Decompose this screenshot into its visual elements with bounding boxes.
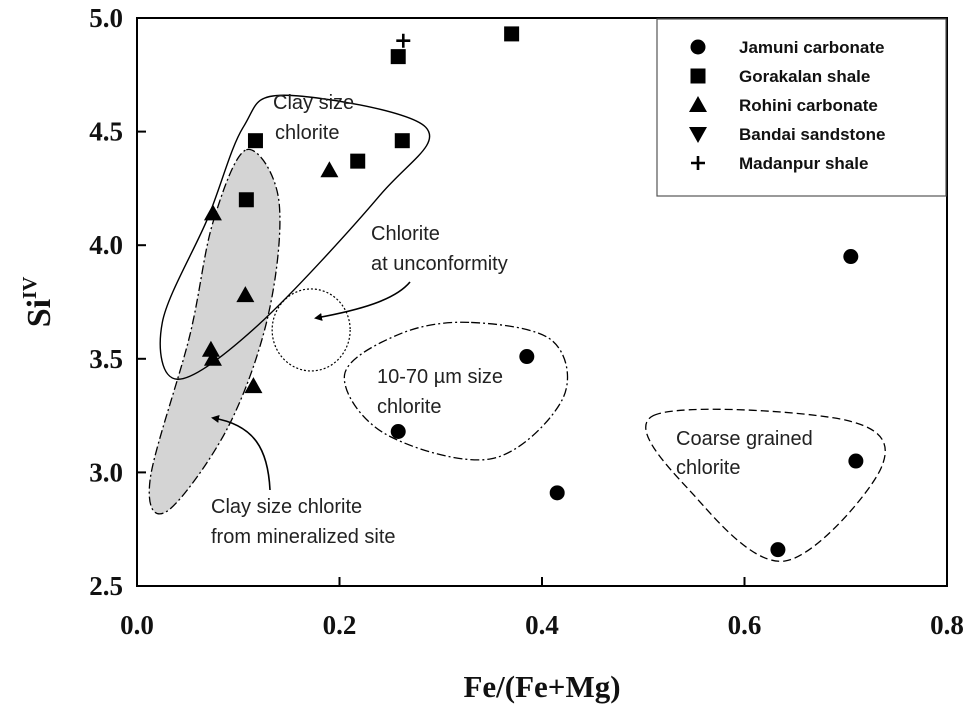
- point-jamuni-carbonate: [843, 249, 859, 265]
- y-tick-label: 5.0: [89, 3, 123, 33]
- y-axis-title: SiIV: [19, 276, 58, 327]
- annotation-unconformity-2: at unconformity: [371, 253, 508, 275]
- point-jamuni-carbonate: [390, 424, 406, 440]
- x-tick-label: 0.0: [120, 610, 154, 640]
- annotation-coarse-2: chlorite: [676, 457, 740, 479]
- annotation-mineralized-1: Clay size chlorite: [211, 496, 362, 518]
- y-tick-label: 3.0: [89, 457, 123, 487]
- region-outlines: [148, 94, 886, 562]
- point-jamuni-carbonate: [848, 453, 864, 469]
- data-points: [201, 26, 864, 558]
- point-gorakalan-shale: [390, 49, 406, 65]
- size-10-70-region: [343, 321, 569, 461]
- legend-marker-jamuni-carbonate: [690, 39, 706, 55]
- y-axis-title-base: Si: [21, 299, 58, 327]
- annotation-10-70-1: 10-70 µm size: [377, 366, 503, 388]
- point-gorakalan-shale: [504, 26, 520, 42]
- point-jamuni-carbonate: [770, 542, 786, 558]
- legend-label-rohini-carbonate: Rohini carbonate: [739, 96, 878, 115]
- point-rohini-carbonate: [203, 204, 222, 221]
- x-tick-label: 0.6: [728, 610, 762, 640]
- point-jamuni-carbonate: [519, 349, 535, 365]
- y-tick-label: 4.5: [89, 117, 123, 147]
- point-rohini-carbonate: [201, 340, 220, 357]
- annotation-clay-size-1: Clay size: [273, 92, 354, 114]
- svg-text:SiIV: SiIV: [19, 276, 58, 327]
- legend-marker-madanpur-shale: [691, 156, 705, 170]
- legend-items: Jamuni carbonate Gorakalan shale Rohini ca…: [689, 38, 885, 173]
- y-tick-label: 4.0: [89, 230, 123, 260]
- x-axis-title: Fe/(Fe+Mg): [463, 669, 620, 704]
- legend-label-jamuni-carbonate: Jamuni carbonate: [739, 38, 885, 57]
- x-tick-label: 0.2: [323, 610, 357, 640]
- point-rohini-carbonate: [244, 377, 263, 394]
- arrow-unconformity: [314, 281, 411, 321]
- annotation-unconformity-1: Chlorite: [371, 223, 440, 245]
- point-gorakalan-shale: [247, 133, 263, 149]
- arrow-mineralized: [211, 415, 271, 491]
- legend-marker-rohini-carbonate: [689, 96, 707, 112]
- annotations: Clay size chlorite Chlorite at unconform…: [211, 92, 813, 548]
- annotation-coarse-1: Coarse grained: [676, 428, 813, 450]
- x-tick-label: 0.4: [525, 610, 559, 640]
- x-tick-label: 0.8: [930, 610, 964, 640]
- legend-marker-gorakalan-shale: [690, 68, 706, 84]
- point-rohini-carbonate: [203, 349, 222, 366]
- axis-ticks: 0.0 0.2 0.4 0.6 0.8 2.5 3.0 3.5 4.0 4.5 5.0: [89, 3, 964, 640]
- y-tick-label: 3.5: [89, 344, 123, 374]
- point-gorakalan-shale: [350, 153, 366, 169]
- coarse-region: [645, 408, 886, 562]
- legend-label-gorakalan-shale: Gorakalan shale: [739, 67, 870, 86]
- annotation-10-70-2: chlorite: [377, 396, 441, 418]
- legend-marker-bandai-sandstone: [689, 127, 707, 143]
- point-gorakalan-shale: [238, 192, 254, 208]
- unconformity-region: [271, 288, 351, 372]
- mineralized-region: [148, 148, 281, 515]
- annotation-clay-size-2: chlorite: [275, 122, 339, 144]
- legend: Jamuni carbonate Gorakalan shale Rohini ca…: [656, 18, 947, 197]
- clay-size-region: [159, 94, 431, 380]
- point-gorakalan-shale: [394, 133, 410, 149]
- y-tick-label: 2.5: [89, 571, 123, 601]
- y-axis-title-sup: IV: [19, 276, 41, 299]
- legend-label-bandai-sandstone: Bandai sandstone: [739, 125, 885, 144]
- point-jamuni-carbonate: [549, 485, 565, 501]
- annotation-mineralized-2: from mineralized site: [211, 526, 396, 548]
- point-rohini-carbonate: [236, 286, 255, 303]
- point-madanpur-shale: [396, 33, 411, 48]
- legend-label-madanpur-shale: Madanpur shale: [739, 154, 868, 173]
- point-rohini-carbonate: [320, 161, 339, 178]
